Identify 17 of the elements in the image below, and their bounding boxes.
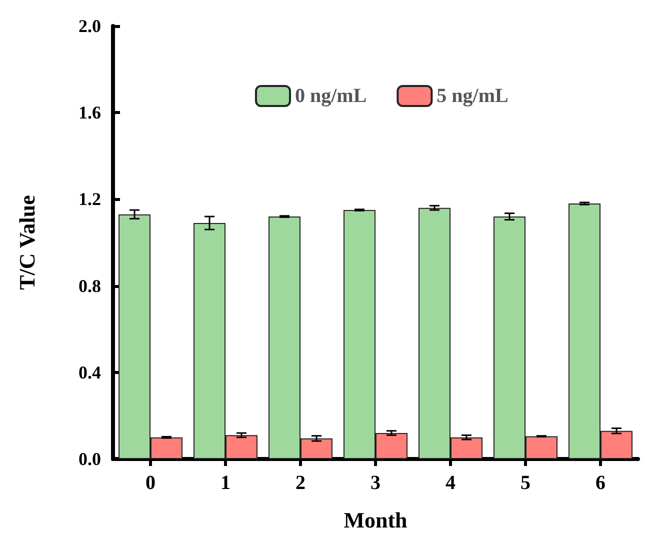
- y-tick-label: 0.0: [78, 449, 101, 469]
- y-tick-label: 0.4: [78, 362, 101, 382]
- x-tick-label: 5: [520, 472, 530, 494]
- x-tick-label: 6: [596, 472, 606, 494]
- x-axis-title: Month: [344, 508, 408, 532]
- x-tick-label: 0: [146, 472, 156, 494]
- legend-label: 0 ng/mL: [295, 85, 367, 107]
- y-tick-label: 2.0: [78, 16, 101, 36]
- x-tick-label: 3: [370, 472, 380, 494]
- x-tick-label: 2: [296, 472, 306, 494]
- x-tick-label: 4: [446, 472, 456, 494]
- y-tick-label: 1.6: [78, 102, 101, 123]
- y-axis-title: T/C Value: [14, 194, 40, 290]
- legend-label: 5 ng/mL: [436, 85, 508, 107]
- x-tick-label: 1: [220, 472, 230, 494]
- y-tick-label: 1.2: [78, 189, 101, 210]
- y-tick-label: 0.8: [78, 276, 101, 296]
